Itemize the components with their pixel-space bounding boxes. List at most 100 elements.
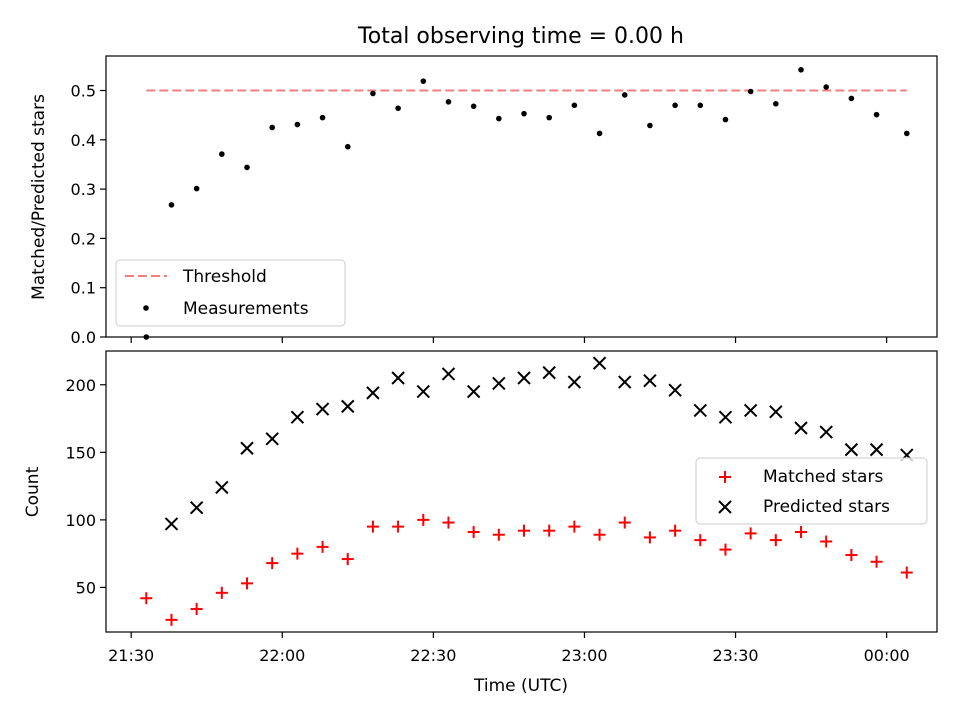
predicted-star-point [215, 480, 229, 495]
predicted-star-point [819, 425, 833, 439]
predicted-star-point [844, 442, 859, 457]
measurement-point [294, 121, 301, 128]
bottom-axes-frame [105, 350, 938, 633]
predicted-star-point [769, 405, 783, 419]
matched-star-point [643, 531, 656, 544]
measurement-point [621, 92, 628, 98]
top-y-tick-label-5: 0.5 [71, 82, 96, 101]
measurement-point [344, 143, 351, 150]
measurement-point [596, 130, 603, 137]
matched-star-point [366, 520, 379, 533]
top-y-tick-label-4: 0.4 [71, 131, 96, 150]
bottom-x-tick-label-1: 22:00 [259, 646, 305, 665]
matched-star-point [820, 535, 833, 548]
matched-star-point [341, 553, 354, 566]
legend-measurements-label: Measurements [183, 299, 309, 319]
bottom-x-ticks: 21:30 22:00 22:30 23:00 23:30 00:00 [108, 632, 910, 665]
predicted-star-point [265, 432, 279, 446]
measurement-point [168, 202, 175, 208]
predicted-star-point [718, 410, 733, 424]
matched-star-point [266, 557, 279, 570]
matched-star-point [241, 577, 254, 590]
matched-star-point [492, 528, 505, 541]
top-y-label: Matched/Predicted stars [29, 94, 49, 300]
top-legend-box [115, 259, 346, 327]
predicted-star-point [743, 403, 758, 418]
bottom-y-tick-label-1: 100 [65, 511, 96, 530]
bottom-x-label: Time (UTC) [473, 676, 568, 696]
measurement-point [319, 114, 326, 121]
matched-star-point [392, 520, 405, 533]
predicted-star-point [517, 371, 531, 385]
matched-star-point [140, 592, 153, 605]
bottom-x-tick-label-5: 00:00 [864, 646, 910, 665]
measurement-point [903, 130, 910, 137]
predicted-star-point [391, 371, 405, 385]
top-y-tick-label-3: 0.3 [71, 180, 96, 199]
bottom-legend: Matched stars Predicted stars [695, 457, 928, 525]
measurement-point [143, 334, 150, 340]
predicted-star-point [466, 384, 481, 399]
measurement-point [798, 67, 804, 73]
bottom-legend-box [695, 457, 928, 525]
bottom-x-tick-label-3: 23:00 [561, 646, 607, 665]
matched-star-point [845, 548, 858, 561]
matched-star-point [215, 586, 228, 599]
measurement-point [521, 110, 527, 117]
matched-star-point [669, 524, 682, 537]
legend-measurements-swatch [143, 305, 149, 311]
matched-star-point [543, 524, 556, 537]
predicted-star-point [643, 374, 657, 388]
measurement-point [672, 102, 678, 109]
top-y-tick-label-1: 0.1 [71, 279, 96, 298]
measurement-point [269, 124, 276, 131]
measurement-point [848, 95, 855, 102]
predicted-star-point [290, 410, 305, 424]
top-y-ticks: 0.0 0.1 0.2 0.3 0.4 0.5 [71, 82, 106, 347]
predicted-star-point [315, 402, 330, 416]
measurement-point [571, 102, 578, 109]
predicted-star-point [441, 367, 456, 381]
measurement-point [823, 84, 829, 90]
measurement-point [546, 114, 552, 121]
top-y-tick-label-0: 0.0 [71, 328, 96, 347]
predicted-star-point [618, 375, 632, 389]
matched-star-point [769, 534, 782, 547]
matched-star-point [694, 534, 707, 547]
matched-star-point [291, 547, 304, 560]
predicted-star-point [567, 375, 582, 389]
matched-star-point [316, 540, 329, 553]
matched-star-point [442, 516, 455, 529]
matched-star-point [467, 526, 480, 539]
matched-star-point [744, 527, 757, 540]
top-legend: Threshold Measurements [115, 259, 346, 327]
bottom-y-tick-label-3: 200 [65, 376, 96, 395]
predicted-star-point [668, 383, 682, 397]
predicted-star-point [492, 376, 506, 391]
matched-star-point [618, 516, 631, 529]
measurement-point [496, 115, 502, 122]
measurement-point [873, 111, 880, 118]
predicted-star-point [164, 517, 179, 531]
top-x-ticks [130, 337, 888, 343]
bottom-marks [140, 356, 914, 626]
predicted-star-point [542, 365, 556, 380]
matched-star-point [719, 543, 732, 556]
measurement-point [470, 103, 477, 110]
matched-star-point [900, 566, 913, 579]
legend-threshold-label: Threshold [182, 267, 267, 287]
measurement-point [697, 102, 704, 109]
bottom-x-tick-label-2: 22:30 [410, 646, 456, 665]
measurement-point [773, 101, 779, 107]
matched-star-point [190, 603, 203, 616]
bottom-x-tick-label-4: 23:30 [712, 646, 758, 665]
legend-matched-label: Matched stars [763, 467, 883, 487]
matched-star-point [165, 613, 178, 626]
measurement-point [747, 88, 754, 95]
measurement-point [193, 185, 200, 192]
measurement-point [445, 99, 452, 105]
bottom-y-tick-label-2: 150 [65, 443, 96, 462]
bottom-panel: 50 100 150 200 21:30 22:00 22:30 23:00 23:30 00:… [23, 350, 938, 696]
measurement-point [219, 151, 225, 157]
